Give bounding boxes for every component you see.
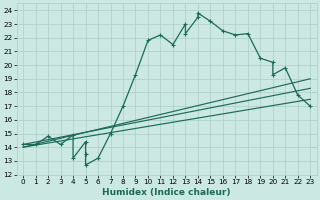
- X-axis label: Humidex (Indice chaleur): Humidex (Indice chaleur): [102, 188, 231, 197]
